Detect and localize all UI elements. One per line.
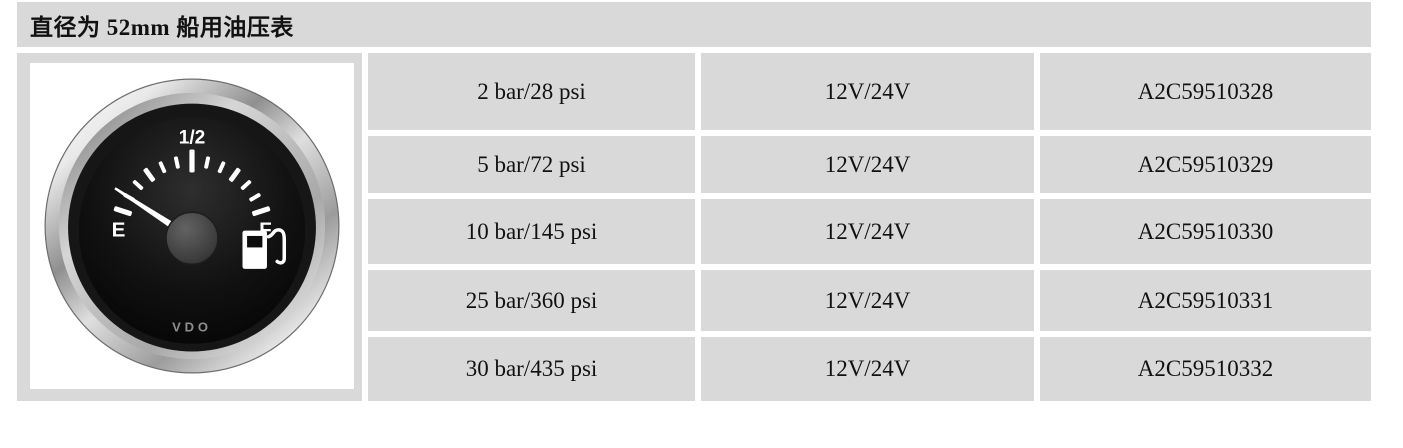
cell-part-row1: A2C59510328: [1040, 53, 1371, 130]
cell-voltage-row5: 12V/24V: [701, 337, 1034, 401]
cell-voltage-row1: 12V/24V: [701, 53, 1034, 130]
cell-range-row5: 30 bar/435 psi: [368, 337, 695, 401]
fuel-pump-icon: [242, 228, 287, 269]
fuel-gauge-image: 1/2 E F: [44, 78, 340, 374]
cell-range-row2: 5 bar/72 psi: [368, 136, 695, 193]
cell-range-row1: 2 bar/28 psi: [368, 53, 695, 130]
cell-part-row5: A2C59510332: [1040, 337, 1371, 401]
cell-voltage-row2: 12V/24V: [701, 136, 1034, 193]
cell-part-row2: A2C59510329: [1040, 136, 1371, 193]
cell-voltage-row3: 12V/24V: [701, 199, 1034, 264]
table-header: 直径为 52mm 船用油压表: [17, 2, 1371, 47]
page-title: 直径为 52mm 船用油压表: [30, 14, 294, 40]
scale-label-half: 1/2: [179, 127, 206, 148]
cell-part-row3: A2C59510330: [1040, 199, 1371, 264]
gauge-hub: [165, 211, 219, 266]
vdo-logo: VDO: [172, 320, 212, 335]
cell-range-row4: 25 bar/360 psi: [368, 270, 695, 331]
product-image-cell: 1/2 E F: [17, 53, 362, 401]
cell-range-row3: 10 bar/145 psi: [368, 199, 695, 264]
product-table: 直径为 52mm 船用油压表: [17, 2, 1371, 401]
table-body: 1/2 E F: [17, 53, 1371, 401]
cell-part-row4: A2C59510331: [1040, 270, 1371, 331]
scale-label-empty: E: [112, 219, 126, 242]
gauge-photo: 1/2 E F: [30, 63, 354, 389]
cell-voltage-row4: 12V/24V: [701, 270, 1034, 331]
gauge-ticks: [113, 149, 271, 217]
